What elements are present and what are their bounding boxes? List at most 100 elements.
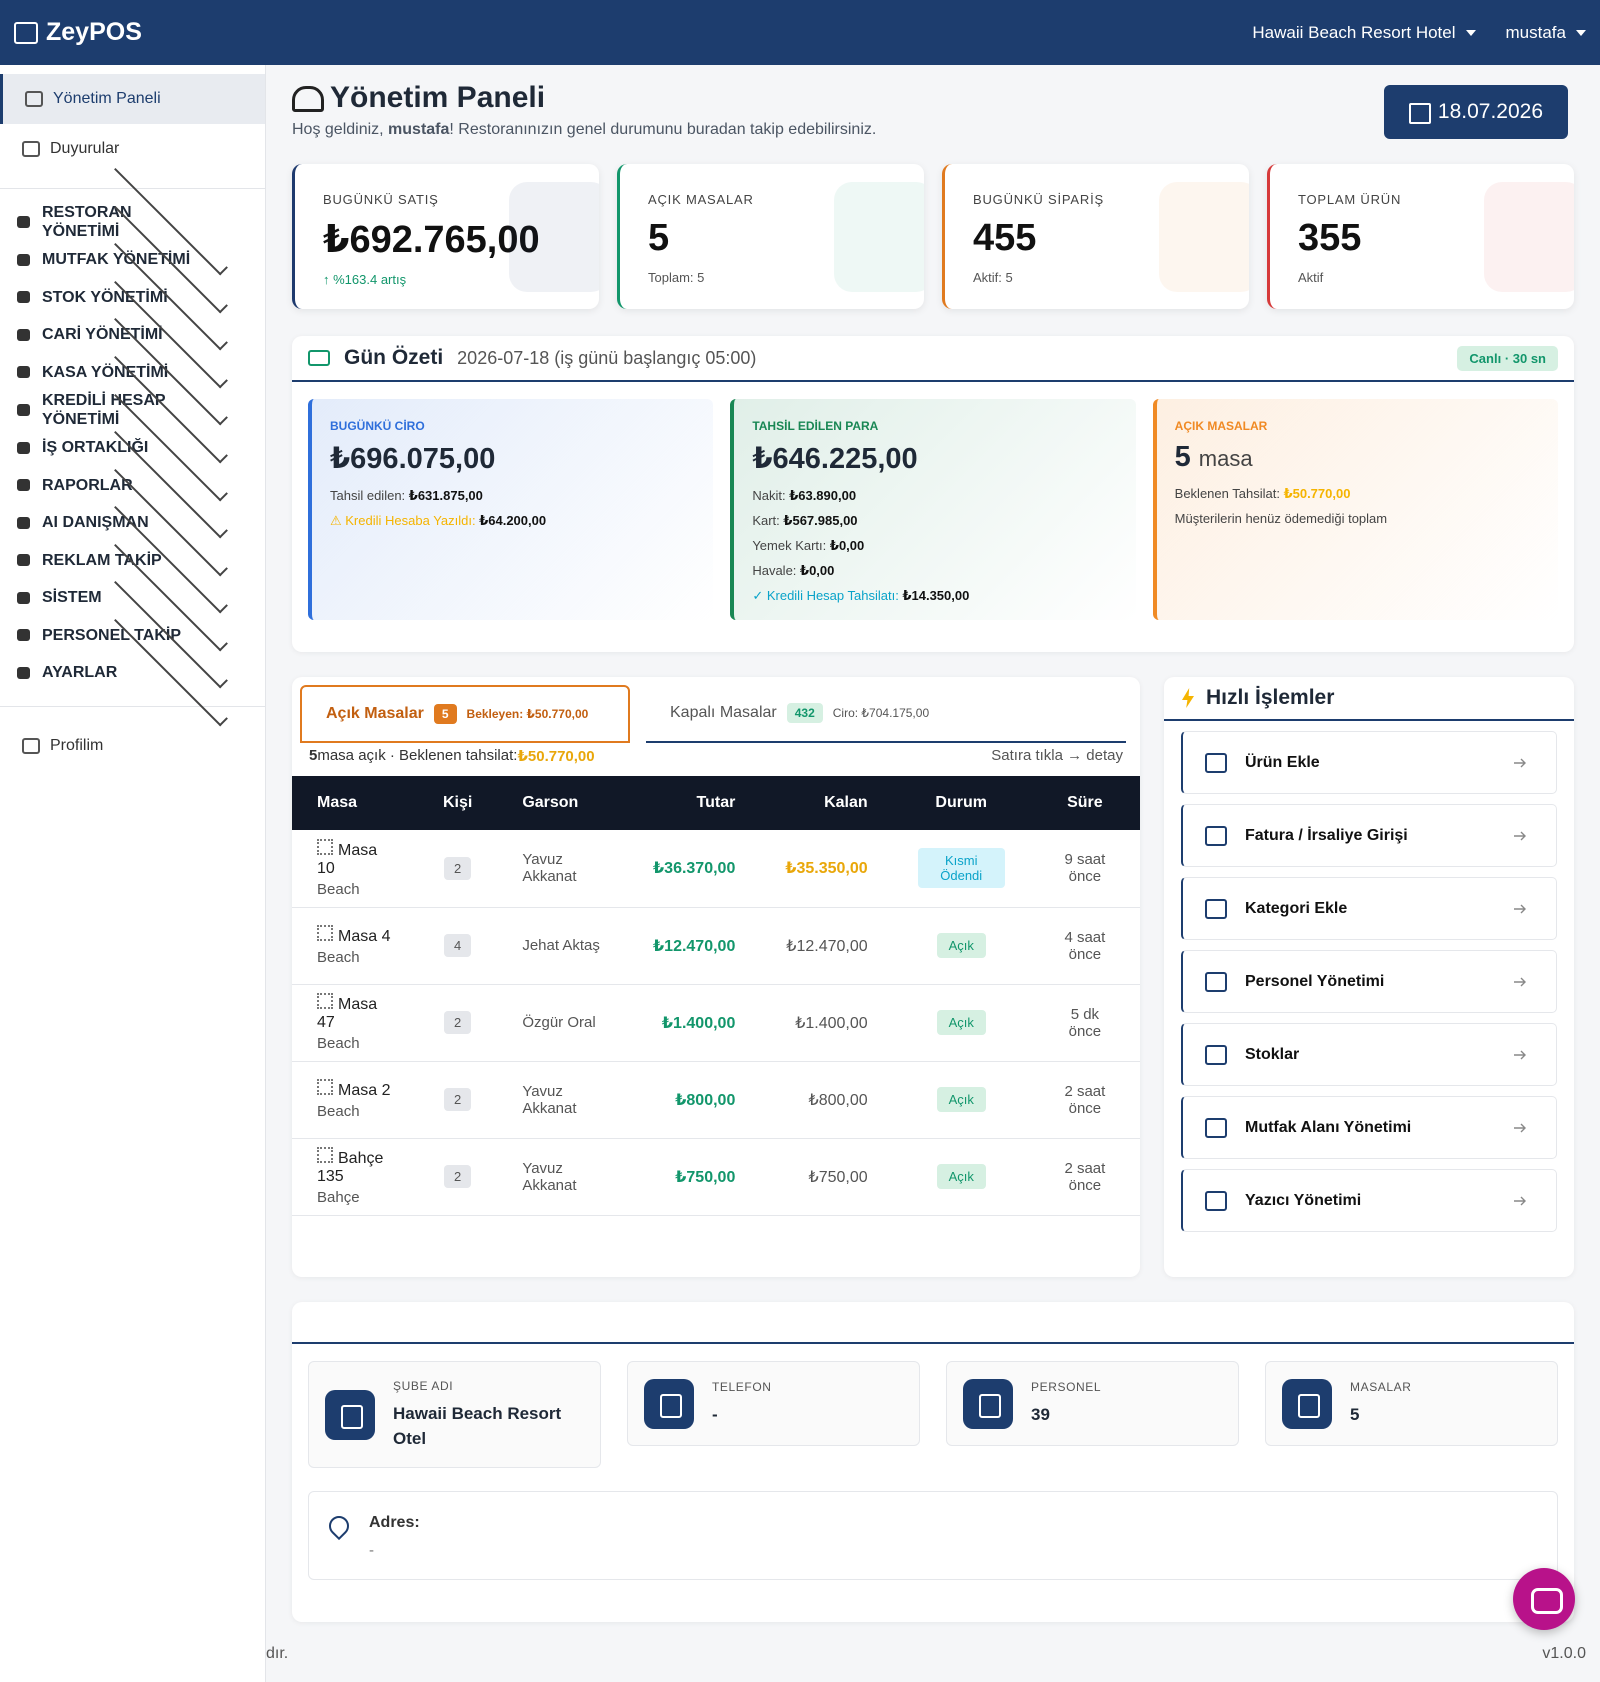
stat-card: BUGÜNKÜ SİPARİŞ 455 Aktif: 5 [942,164,1249,309]
table-row[interactable]: Masa 47 Beach 2 Özgür Oral ₺1.400,00 ₺1.400,0… [292,984,1140,1062]
user-menu[interactable]: mustafa [1506,23,1586,43]
greeting-text: Hoş geldiniz, [292,121,389,138]
branch-value: Hawaii Beach Resort Otel [393,1403,562,1448]
table-row[interactable]: Masa 2 Beach 2 Yavuz Akkanat ₺800,00 ₺800,00 A… [292,1061,1140,1139]
quick-list: Ürün Ekle Fatura / İrsaliye Girişi Kategor… [1164,731,1574,1232]
brand[interactable]: ZeyPOS [46,18,142,46]
line-value: ₺63.890,00 [789,488,857,503]
section-label: RAPORLAR [42,476,133,494]
remaining: ₺35.350,00 [760,830,893,908]
column-header: Süre [1029,776,1140,830]
address-label: Adres: [369,1514,420,1531]
branch-label: TELEFON [712,1380,772,1394]
icon [1182,688,1194,708]
middle-row: Açık Masalar 5 Bekleyen: ₺50.770,00 Kapalı … [292,677,1574,1277]
table-name: Masa 10 [317,839,393,878]
nav-item[interactable]: Duyurular [0,124,265,174]
table-area: Bahçe [317,1189,360,1206]
line-label: Yemek Kartı: [752,538,827,553]
tab-count: 5 [433,704,457,724]
quick-action[interactable]: Personel Yönetimi [1181,950,1557,1013]
cell: Açık [892,984,1030,1062]
nav-section[interactable]: STOK YÖNETİMİ [0,236,266,351]
cell: Masa 2 Beach [292,1061,418,1139]
waiter: Yavuz Akkanat [497,830,629,908]
total: ₺1.400,00 [628,984,761,1062]
section-label: KASA YÖNETİMİ [42,363,169,381]
nav-section[interactable]: RAPORLAR [0,424,266,539]
stat-value: ₺692.765,00 [323,219,540,261]
stat-note: Aktif: 5 [973,270,1013,285]
assistant-button[interactable] [1513,1568,1575,1630]
duration: 9 saat önce [1029,830,1140,908]
table-name: Bahçe 135 [317,1147,393,1186]
cell: Masa 4 Beach [292,907,418,985]
hotel-selector[interactable]: Hawaii Beach Resort Hotel [1252,23,1476,43]
nav-section[interactable]: AYARLAR [0,612,266,727]
line-label: Müşterilerin henüz ödemediği toplam [1174,511,1388,526]
tables-panel: Açık Masalar 5 Bekleyen: ₺50.770,00 Kapalı … [292,677,1140,1277]
branch-info: ŞUBE ADI Hawaii Beach Resort Otel TELEFON -… [292,1302,1574,1622]
quick-action[interactable]: Ürün Ekle [1181,731,1557,794]
nav-section[interactable]: MUTFAK YÖNETİMİ [0,199,266,314]
duration: 5 dk önce [1029,984,1140,1062]
sidebar: Yönetim Paneli Duyurular RESTORAN YÖNETİMİ… [0,65,266,1682]
quick-action[interactable]: Stoklar [1181,1023,1557,1086]
tabs: Açık Masalar 5 Bekleyen: ₺50.770,00 Kapalı … [292,677,1140,743]
branch-label: ŞUBE ADI [393,1378,454,1393]
nav-item[interactable]: Yönetim Paneli [0,74,265,124]
tab[interactable]: Kapalı Masalar 432 Ciro: ₺704.175,00 [646,685,1126,743]
nav-section[interactable]: İŞ ORTAKLIĞI [0,387,266,502]
line-value: ₺631.875,00 [408,488,483,503]
quick-action[interactable]: Kategori Ekle [1181,877,1557,940]
address: Adres: - [308,1491,1558,1580]
table-row[interactable]: Masa 4 Beach 4 Jehat Aktaş ₺12.470,00 ₺12.470… [292,907,1140,985]
info-count: 5 [309,747,318,764]
summary-header: Gün Özeti 2026-07-18 (iş günü başlangıç … [292,336,1574,382]
section-label: REKLAM TAKİP [42,551,162,569]
status: Açık [936,1164,986,1189]
nav-section[interactable]: KREDİLİ HESAP YÖNETİMİ [0,349,266,464]
date-button[interactable]: 18.07.2026 [1383,85,1568,139]
branch-value: - [712,1405,718,1424]
status: Açık [936,1087,986,1112]
guest-count: 2 [444,1088,472,1111]
top-bar: ZeyPOS Hawaii Beach Resort Hotel mustafa [0,0,1600,65]
table-row[interactable]: Bahçe 135 Bahçe 2 Yavuz Akkanat ₺750,00 ₺750,… [292,1138,1140,1216]
stat-label: TOPLAM ÜRÜN [1298,192,1402,207]
table-area: Beach [317,1103,360,1120]
cell: Bahçe 135 Bahçe [292,1138,418,1216]
line-value: ₺64.200,00 [479,513,547,528]
box-value: 5 masa [1174,441,1253,473]
quick-action[interactable]: Fatura / İrsaliye Girişi [1181,804,1557,867]
quick-action[interactable]: Mutfak Alanı Yönetimi [1181,1096,1557,1159]
quick-action[interactable]: Yazıcı Yönetimi [1181,1169,1557,1232]
remaining: ₺12.470,00 [760,907,893,985]
waiter: Jehat Aktaş [497,907,629,985]
quick-header: Hızlı İşlemler [1164,677,1574,721]
stat-note: Toplam: 5 [648,270,705,285]
greeting-text: ! Restoranınızın genel durumunu buradan … [449,121,877,138]
line-label: ✓ Kredili Hesap Tahsilatı: [752,588,899,603]
nav-section[interactable]: KASA YÖNETİMİ [0,311,266,426]
nav-section[interactable]: RESTORAN YÖNETİMİ [0,161,266,276]
tab[interactable]: Açık Masalar 5 Bekleyen: ₺50.770,00 [300,685,630,743]
greeting-name: mustafa [388,121,450,138]
nav-section[interactable]: SİSTEM [0,537,266,652]
nav-section[interactable]: PERSONEL TAKİP [0,574,266,689]
section-label: AYARLAR [42,664,118,682]
nav-item[interactable]: Profilim [0,721,265,771]
nav-section[interactable]: AI DANIŞMAN [0,462,266,577]
nav-section[interactable]: REKLAM TAKİP [0,499,266,614]
cell: 2 [417,1061,498,1139]
summary-title: Gün Özeti [344,346,444,369]
status: Kısmi Ödendi [917,848,1005,889]
remaining: ₺1.400,00 [760,984,893,1062]
nav-section[interactable]: CARİ YÖNETİMİ [0,274,266,389]
line-value: ₺567.985,00 [783,513,858,528]
table-row[interactable]: Masa 10 Beach 2 Yavuz Akkanat ₺36.370,00 ₺35.… [292,830,1140,908]
remaining: ₺750,00 [760,1138,893,1216]
column-header: Durum [892,776,1030,830]
stat-card: AÇIK MASALAR 5 Toplam: 5 [617,164,924,309]
